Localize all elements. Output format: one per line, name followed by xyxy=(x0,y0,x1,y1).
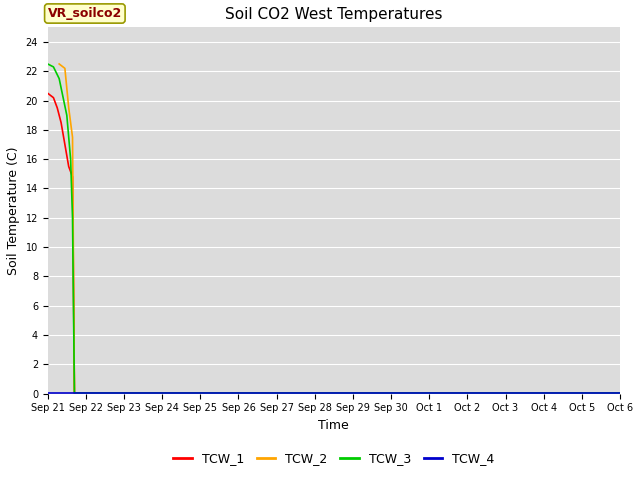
Y-axis label: Soil Temperature (C): Soil Temperature (C) xyxy=(7,146,20,275)
Title: Soil CO2 West Temperatures: Soil CO2 West Temperatures xyxy=(225,7,443,22)
Text: VR_soilco2: VR_soilco2 xyxy=(48,7,122,20)
X-axis label: Time: Time xyxy=(319,419,349,432)
Legend: TCW_1, TCW_2, TCW_3, TCW_4: TCW_1, TCW_2, TCW_3, TCW_4 xyxy=(168,447,500,470)
